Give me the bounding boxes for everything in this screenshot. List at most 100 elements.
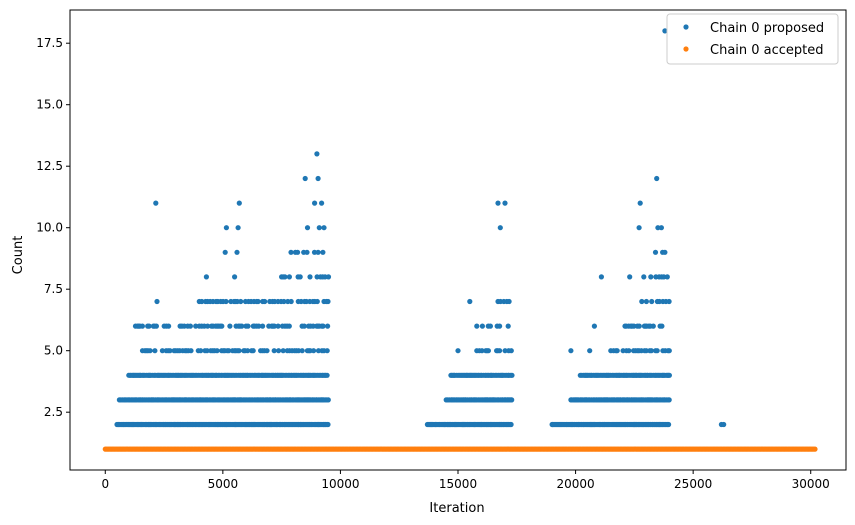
x-tick-label: 5000	[208, 477, 239, 491]
proposed-point	[637, 200, 643, 206]
proposed-point	[320, 249, 326, 255]
proposed-point	[153, 323, 159, 329]
proposed-point	[666, 397, 672, 403]
proposed-point	[236, 348, 242, 354]
proposed-point	[307, 274, 313, 280]
x-tick-label: 10000	[321, 477, 359, 491]
proposed-point	[255, 298, 261, 305]
proposed-point	[666, 298, 672, 305]
proposed-point	[626, 348, 632, 354]
y-tick-label: 5.0	[44, 344, 63, 358]
proposed-point	[479, 348, 485, 354]
proposed-point	[479, 323, 485, 329]
proposed-point	[235, 225, 241, 231]
y-tick-label: 10.0	[36, 221, 63, 235]
proposed-point	[664, 274, 670, 280]
proposed-point	[627, 274, 633, 280]
proposed-point	[205, 323, 211, 329]
x-tick-label: 0	[101, 477, 109, 491]
proposed-point	[497, 348, 503, 354]
y-tick-label: 12.5	[36, 159, 63, 173]
proposed-point	[325, 421, 331, 428]
proposed-point	[154, 298, 160, 305]
proposed-point	[262, 298, 268, 305]
proposed-point	[256, 323, 262, 329]
proposed-point	[487, 323, 493, 329]
proposed-point	[187, 323, 193, 329]
proposed-point	[314, 298, 320, 305]
proposed-point	[159, 348, 165, 354]
proposed-point	[198, 348, 204, 354]
proposed-point	[139, 323, 145, 329]
proposed-point	[222, 249, 228, 255]
proposed-point	[652, 249, 659, 255]
proposed-point	[311, 249, 318, 255]
proposed-point	[245, 348, 251, 354]
y-tick-label: 17.5	[36, 36, 63, 50]
proposed-point	[315, 175, 321, 182]
proposed-point	[316, 225, 322, 231]
proposed-point	[153, 200, 159, 206]
proposed-point	[281, 298, 287, 305]
proposed-point	[662, 249, 668, 255]
proposed-point	[275, 323, 281, 329]
proposed-point	[649, 298, 655, 305]
proposed-point	[639, 298, 645, 305]
proposed-point	[502, 200, 508, 206]
proposed-point	[325, 298, 331, 305]
proposed-point	[223, 298, 229, 305]
proposed-point	[311, 348, 317, 354]
proposed-point	[315, 249, 321, 255]
proposed-point	[659, 323, 665, 329]
proposed-point	[666, 348, 672, 354]
proposed-point	[214, 348, 220, 354]
proposed-point	[509, 397, 515, 403]
proposed-point	[505, 323, 511, 329]
proposed-point	[264, 348, 270, 354]
proposed-point	[502, 348, 508, 354]
proposed-point	[282, 274, 288, 280]
proposed-point	[302, 175, 308, 182]
proposed-point	[239, 323, 245, 329]
proposed-point	[325, 323, 331, 329]
proposed-point	[474, 323, 480, 329]
proposed-point	[614, 348, 620, 354]
proposed-point	[666, 372, 673, 378]
proposed-point	[280, 348, 286, 354]
proposed-point	[232, 274, 238, 280]
proposed-point	[304, 225, 311, 231]
proposed-point	[325, 274, 332, 280]
proposed-point	[167, 348, 173, 354]
accepted-point	[812, 446, 818, 452]
proposed-point	[497, 323, 503, 329]
proposed-point	[288, 249, 294, 255]
proposed-point	[227, 323, 233, 329]
proposed-point	[152, 348, 158, 354]
proposed-point	[641, 274, 647, 280]
proposed-point	[204, 348, 210, 354]
proposed-point	[324, 372, 330, 378]
proposed-point	[299, 348, 305, 354]
proposed-point	[288, 298, 294, 305]
proposed-point	[598, 274, 605, 280]
proposed-point	[654, 348, 660, 354]
x-tick-label: 25000	[674, 477, 712, 491]
proposed-point	[485, 348, 491, 354]
proposed-point	[314, 151, 320, 157]
proposed-point	[508, 348, 514, 354]
proposed-point	[219, 323, 225, 329]
proposed-point	[643, 298, 650, 305]
y-axis-label: Count	[11, 236, 26, 275]
proposed-point	[658, 225, 665, 231]
proposed-point	[506, 298, 512, 305]
proposed-point	[455, 348, 461, 354]
y-tick-label: 2.5	[44, 405, 63, 419]
proposed-point	[203, 274, 209, 280]
proposed-point	[636, 323, 642, 329]
proposed-point	[648, 274, 654, 280]
proposed-point	[568, 348, 574, 354]
legend-marker-proposed	[683, 24, 689, 30]
x-tick-label: 30000	[792, 477, 830, 491]
proposed-point	[166, 323, 172, 329]
